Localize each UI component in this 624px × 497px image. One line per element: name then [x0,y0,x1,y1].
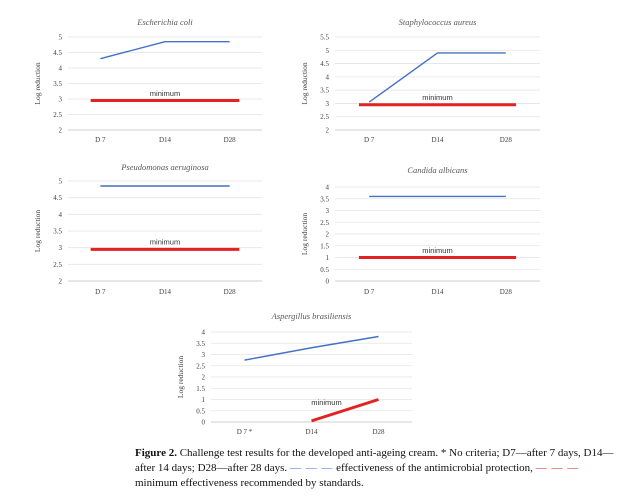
chart-title: Pseudomonas aeruginosa [120,162,209,172]
y-tick-label: 3 [202,351,206,359]
minimum-annotation: minimum [150,89,180,98]
x-tick-label: D 7 * [237,428,253,436]
caption-text: Challenge test results for the developed… [135,447,614,474]
y-tick-label: 3.5 [53,228,62,236]
y-tick-label: 0 [202,419,206,427]
y-tick-label: 2 [202,374,206,382]
chart-4: 0 0.5 1 1.5 2 2.5 3 3.5 4 D 7 D14 D28 Candida albica… [300,165,540,296]
y-tick-label: 3.5 [196,340,205,348]
y-tick-label: 4.5 [53,49,62,57]
y-tick-label: 2.5 [53,261,62,269]
y-tick-label: 5.5 [320,34,329,42]
x-tick-label: D 7 [95,288,106,296]
minimum-annotation: minimum [150,237,180,246]
minimum-annotation: minimum [422,246,452,255]
effectiveness-line [100,40,230,60]
x-tick-label: D28 [500,288,513,296]
figure-label: Figure 2. [135,447,177,459]
y-tick-label: 2.5 [196,362,205,370]
y-axis-label: Log reduction [300,213,309,256]
y-tick-label: 3 [59,244,63,252]
y-tick-label: 3 [326,207,330,215]
y-axis-label: Log reduction [33,210,42,253]
legend-red-dashes: — — — [535,462,580,474]
y-tick-label: 1.5 [196,385,205,393]
y-tick-label: 4 [59,65,63,73]
minimum-annotation: minimum [422,93,452,102]
y-tick-label: 2 [326,127,330,135]
y-tick-label: 4 [326,73,330,81]
x-tick-label: D 7 [364,136,375,144]
y-tick-label: 2.5 [320,113,329,121]
y-tick-label: 3 [59,96,63,104]
y-axis-label: Log reduction [33,62,42,105]
y-tick-label: 5 [326,47,330,55]
figure-caption: Figure 2. Challenge test results for the… [135,446,615,491]
x-tick-label: D28 [372,428,385,436]
y-axis-label: Log reduction [176,356,185,399]
effectiveness-line [244,335,379,361]
chart-2: 2 2.5 3 3.5 4 4.5 5 5.5 D 7 D14 D28 Staphylococcus … [300,17,540,144]
chart-3: 2 2.5 3 3.5 4 4.5 5 D 7 D14 D28 Pseudomonas aerugi… [33,162,262,296]
y-tick-label: 5 [59,34,63,42]
y-tick-label: 2.5 [320,219,329,227]
x-tick-label: D28 [224,288,237,296]
x-tick-label: D28 [224,136,237,144]
chart-title: Staphylococcus aureus [399,17,478,27]
y-tick-label: 3.5 [320,195,329,203]
x-tick-label: D14 [431,288,444,296]
y-tick-label: 2.5 [53,111,62,119]
y-tick-label: 5 [59,178,63,186]
y-tick-label: 1 [202,396,206,404]
chart-title: Aspergillus brasiliensis [271,311,352,321]
y-axis-label: Log reduction [300,62,309,105]
chart-5: 0 0.5 1 1.5 2 2.5 3 3.5 4 D 7 * D14 D28 Aspergillus … [176,311,412,436]
y-tick-label: 2 [59,278,63,286]
y-tick-label: 4 [202,329,206,337]
y-tick-label: 1.5 [320,242,329,250]
legend-blue-dashes: — — — [289,462,334,474]
challenge-test-charts: 2 2.5 3 3.5 4 4.5 5 D 7 D14 D28 Escherichia coli Lo… [33,17,540,436]
x-tick-label: D28 [500,136,513,144]
y-tick-label: 2 [59,127,63,135]
y-tick-label: 0.5 [320,266,329,274]
minimum-line [311,398,379,423]
chart-title: Candida albicans [407,165,468,175]
legend-red-text: minimum effectiveness recommended by sta… [135,477,364,489]
x-tick-label: D14 [431,136,444,144]
y-tick-label: 4 [326,184,330,192]
y-tick-label: 4.5 [53,194,62,202]
x-tick-label: D14 [305,428,318,436]
x-tick-label: D14 [159,136,172,144]
y-tick-label: 1 [326,254,330,262]
y-tick-label: 3.5 [53,80,62,88]
legend-blue-text: effectiveness of the antimicrobial prote… [333,462,536,474]
y-tick-label: 0 [326,278,330,286]
x-tick-label: D14 [159,288,172,296]
y-tick-label: 4 [59,211,63,219]
x-tick-label: D 7 [364,288,375,296]
y-tick-label: 2 [326,231,330,239]
y-tick-label: 4.5 [320,60,329,68]
x-tick-label: D 7 [95,136,106,144]
chart-title: Escherichia coli [136,17,193,27]
y-tick-label: 3 [326,100,330,108]
y-tick-label: 0.5 [196,407,205,415]
minimum-annotation: minimum [311,398,341,407]
chart-1: 2 2.5 3 3.5 4 4.5 5 D 7 D14 D28 Escherichia coli Lo… [33,17,262,144]
y-tick-label: 3.5 [320,87,329,95]
